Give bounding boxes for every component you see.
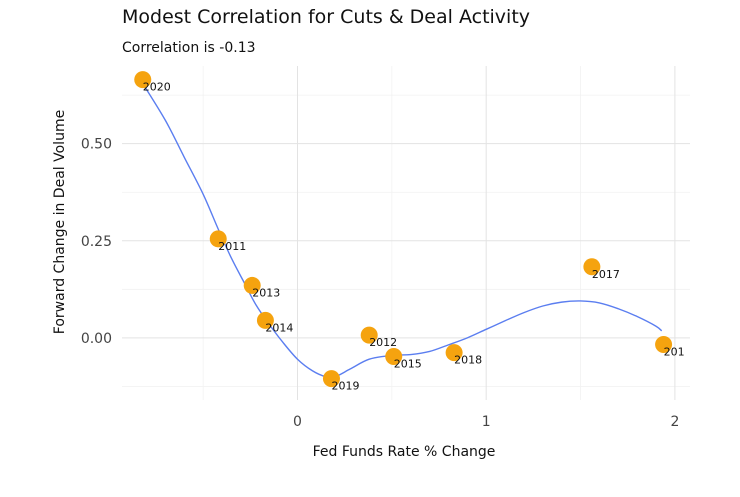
x-tick-labels: 0 1 2 (293, 414, 679, 430)
point-label: 2017 (592, 268, 620, 281)
chart-title: Modest Correlation for Cuts & Deal Activ… (122, 6, 530, 28)
point-label: 2011 (218, 240, 246, 253)
x-axis-title: Fed Funds Rate % Change (313, 444, 496, 460)
point-labels: 2020 2011 2013 2014 2019 2012 2015 2018 2017 201 (143, 81, 685, 393)
x-tick-label: 0 (293, 414, 302, 430)
y-tick-label: 0.25 (81, 234, 112, 250)
x-tick-label: 2 (670, 414, 679, 430)
data-point (209, 230, 227, 248)
point-label: 201 (664, 345, 685, 358)
data-point (322, 370, 340, 388)
y-tick-labels: 0.00 0.25 0.50 (81, 137, 112, 347)
chart-subtitle: Correlation is -0.13 (122, 40, 256, 56)
data-point (360, 326, 378, 344)
point-label: 2014 (265, 321, 293, 334)
data-points (134, 71, 673, 388)
point-label: 2020 (143, 81, 171, 94)
data-point (583, 258, 601, 276)
data-point (134, 71, 152, 89)
data-point (243, 276, 261, 294)
data-point (256, 311, 274, 329)
data-point (655, 335, 673, 353)
point-label: 2013 (252, 286, 280, 299)
grid (122, 66, 690, 400)
x-tick-label: 1 (482, 414, 491, 430)
y-tick-label: 0.00 (81, 331, 112, 347)
y-axis-title: Forward Change in Deal Volume (52, 110, 68, 334)
data-point (385, 348, 403, 366)
point-label: 2019 (331, 380, 359, 393)
point-label: 2012 (369, 336, 397, 349)
data-point (445, 344, 463, 362)
y-tick-label: 0.50 (81, 137, 112, 153)
point-label: 2018 (454, 354, 482, 367)
smooth-trend-line (142, 83, 663, 379)
point-label: 2015 (394, 358, 422, 371)
